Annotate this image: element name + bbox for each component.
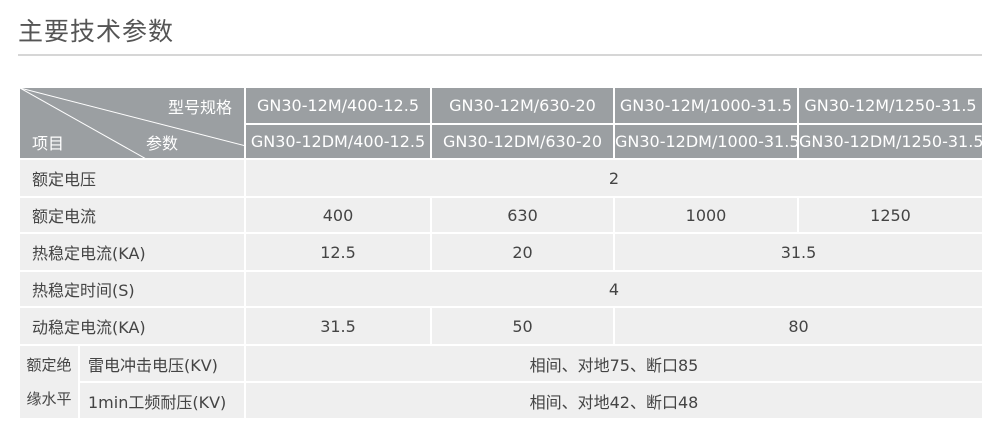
table-row: 热稳定电流(KA) 12.5 20 31.5 <box>18 232 984 272</box>
table-row: 额定电压 2 <box>18 158 984 198</box>
cell-value: 1250 <box>797 196 984 234</box>
cell-value: 相间、对地75、断口85 <box>244 344 984 383</box>
diagonal-lines <box>21 89 243 157</box>
cell-value: 630 <box>430 196 615 234</box>
group-label: 额定绝缘水平 <box>18 344 80 420</box>
cell-value: 31.5 <box>613 232 984 272</box>
cell-value: 4 <box>244 270 984 308</box>
header-row-1: 型号规格 项目 参数 GN30-12M/400-12.5 GN30-12M/63… <box>18 86 984 160</box>
corner-item-label: 项目 <box>32 134 65 153</box>
row-label: 额定电流 <box>18 196 246 234</box>
model-header: GN30-12M/400-12.5 <box>244 86 432 125</box>
title-divider <box>18 54 982 56</box>
model-header: GN30-12DM/1000-31.5 <box>613 123 799 160</box>
row-label: 热稳定时间(S) <box>18 270 246 308</box>
cell-value: 80 <box>613 306 984 346</box>
model-header: GN30-12M/630-20 <box>430 86 615 125</box>
row-label: 热稳定电流(KA) <box>18 232 246 272</box>
corner-cell: 型号规格 项目 参数 <box>18 86 246 160</box>
cell-value: 31.5 <box>244 306 432 346</box>
model-header: GN30-12DM/1250-31.5 <box>797 123 984 160</box>
table-row: 热稳定时间(S) 4 <box>18 270 984 308</box>
model-header: GN30-12M/1000-31.5 <box>613 86 799 125</box>
model-header: GN30-12DM/630-20 <box>430 123 615 160</box>
row-label: 雷电冲击电压(KV) <box>78 344 246 383</box>
corner-param-label: 参数 <box>146 134 179 153</box>
cell-value: 20 <box>430 232 615 272</box>
row-label: 额定电压 <box>18 158 246 198</box>
cell-value: 1000 <box>613 196 799 234</box>
cell-value: 50 <box>430 306 615 346</box>
model-header: GN30-12DM/400-12.5 <box>244 123 432 160</box>
table-row: 1min工频耐压(KV) 相间、对地42、断口48 <box>19 381 984 420</box>
table-row: 动稳定电流(KA) 31.5 50 80 <box>18 306 984 346</box>
cell-value: 12.5 <box>244 232 432 272</box>
row-label: 动稳定电流(KA) <box>18 306 246 346</box>
row-label: 1min工频耐压(KV) <box>78 381 246 420</box>
page-title: 主要技术参数 <box>18 17 175 46</box>
cell-value: 2 <box>244 158 984 198</box>
header-row-2: GN30-12DM/400-12.5 GN30-12DM/630-20 GN30… <box>19 123 984 160</box>
spec-table: 型号规格 项目 参数 GN30-12M/400-12.5 GN30-12M/63… <box>18 86 984 420</box>
table-row: 额定电流 400 630 1000 1250 <box>18 196 984 234</box>
corner-model-label: 型号规格 <box>167 98 232 117</box>
cell-value: 400 <box>244 196 432 234</box>
model-header: GN30-12M/1250-31.5 <box>797 86 984 125</box>
table-row: 额定绝缘水平 雷电冲击电压(KV) 相间、对地75、断口85 <box>18 344 984 420</box>
cell-value: 相间、对地42、断口48 <box>244 381 984 420</box>
